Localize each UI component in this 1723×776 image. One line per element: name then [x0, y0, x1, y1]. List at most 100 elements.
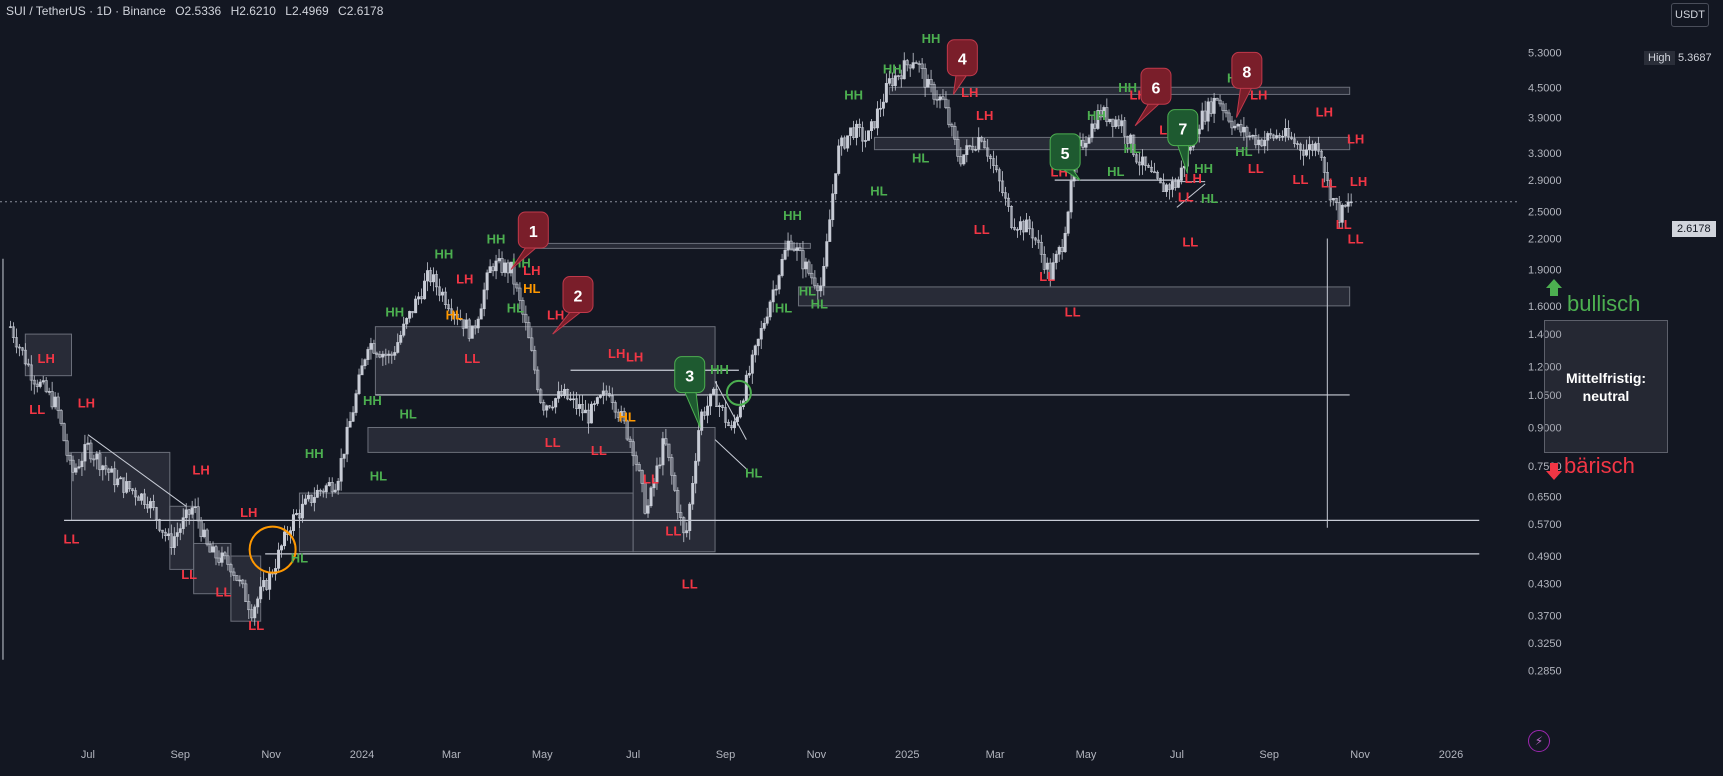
- candle-body: [1114, 119, 1118, 127]
- candle-body: [601, 390, 605, 396]
- candle-body: [256, 598, 260, 608]
- callout-number: 7: [1178, 122, 1187, 139]
- candle-body: [235, 575, 239, 581]
- lightning-icon[interactable]: ⚡: [1528, 730, 1550, 752]
- candle-body: [881, 101, 885, 109]
- candle-body: [77, 466, 81, 469]
- candle-body: [658, 464, 662, 467]
- x-tick-label: Nov: [807, 749, 827, 761]
- candle-body: [834, 173, 838, 195]
- candle-body: [378, 354, 382, 358]
- candle-body: [244, 583, 248, 602]
- candle-body: [372, 343, 376, 354]
- candle-body: [1227, 112, 1231, 122]
- symbol-label[interactable]: SUI / TetherUS · 1D · Binance: [6, 4, 166, 18]
- x-tick-label: Nov: [261, 749, 281, 761]
- candle-body: [515, 283, 519, 289]
- candle-body: [968, 145, 972, 147]
- candle-body: [673, 475, 677, 491]
- candle-body: [759, 328, 763, 340]
- candle-body: [1293, 138, 1297, 144]
- callout-number: 1: [529, 224, 538, 241]
- candle-body: [128, 481, 132, 490]
- candle-body: [208, 543, 212, 553]
- structure-label: LL: [1039, 269, 1055, 284]
- x-tick-label: Sep: [716, 749, 736, 761]
- candle-body: [396, 342, 400, 353]
- candle-body: [452, 313, 456, 316]
- candle-body: [899, 75, 903, 80]
- structure-label: LL: [682, 577, 698, 592]
- candle-body: [521, 300, 525, 315]
- candle-body: [771, 289, 775, 303]
- candle-body: [226, 555, 230, 565]
- candle-body: [831, 193, 835, 221]
- candle-body: [470, 325, 474, 339]
- candle-body: [74, 467, 78, 473]
- candle-body: [524, 313, 528, 323]
- candle-body: [330, 482, 334, 493]
- candle-body: [649, 487, 653, 507]
- x-tick-label: 2024: [350, 749, 374, 761]
- candle-body: [1036, 239, 1040, 243]
- candle-body: [828, 219, 832, 242]
- structure-label: LH: [78, 395, 95, 410]
- candle-body: [172, 536, 176, 548]
- candle-body: [381, 353, 385, 358]
- candle-body: [53, 396, 57, 408]
- candle-body: [861, 127, 865, 142]
- candle-body: [1281, 135, 1285, 138]
- candle-body: [80, 460, 84, 467]
- candle-body: [163, 531, 167, 537]
- candle-body: [923, 68, 927, 88]
- structure-label: LL: [1321, 176, 1337, 191]
- candle-body: [238, 579, 242, 582]
- candle-body: [747, 373, 751, 376]
- candle-body: [598, 395, 602, 398]
- candle-body: [956, 138, 960, 157]
- candle-body: [291, 514, 295, 531]
- x-tick-label: Jul: [1170, 749, 1184, 761]
- structure-label: HH: [487, 231, 506, 246]
- candle-body: [351, 412, 355, 422]
- candle-body: [1197, 128, 1201, 135]
- candle-body: [113, 468, 117, 486]
- candle-body: [1287, 128, 1291, 138]
- structure-label: HH: [305, 446, 324, 461]
- structure-label: LH: [976, 108, 993, 123]
- candle-body: [929, 78, 933, 85]
- candle-body: [1337, 202, 1341, 223]
- candle-body: [866, 130, 870, 141]
- structure-label: HH: [435, 247, 454, 262]
- structure-label: LH: [1347, 131, 1364, 146]
- structure-label: HL: [507, 301, 524, 316]
- candle-body: [11, 326, 15, 338]
- candle-body: [744, 374, 748, 402]
- candle-body: [86, 442, 90, 445]
- candle-body: [375, 352, 379, 355]
- candle-body: [688, 503, 692, 531]
- structure-label: HL: [912, 151, 929, 166]
- ohlc-low: L2.4969: [285, 4, 329, 18]
- candle-body: [199, 520, 203, 538]
- zone-box: [24, 333, 73, 377]
- candle-body: [294, 513, 298, 515]
- candle-body: [941, 96, 945, 100]
- candle-body: [667, 443, 671, 458]
- currency-button[interactable]: USDT: [1671, 3, 1709, 27]
- candle-body: [825, 241, 829, 267]
- candle-body: [1307, 144, 1311, 151]
- candle-body: [1340, 204, 1344, 223]
- candle-body: [721, 405, 725, 408]
- structure-label: LL: [1248, 161, 1264, 176]
- x-tick-label: Jul: [81, 749, 95, 761]
- candle-body: [1263, 139, 1267, 147]
- callout-number: 3: [685, 369, 694, 386]
- candle-body: [181, 517, 185, 529]
- candle-body: [822, 265, 826, 287]
- candle-body: [71, 459, 75, 473]
- candle-body: [1200, 110, 1204, 130]
- candle-body: [864, 140, 868, 142]
- structure-label: LL: [591, 443, 607, 458]
